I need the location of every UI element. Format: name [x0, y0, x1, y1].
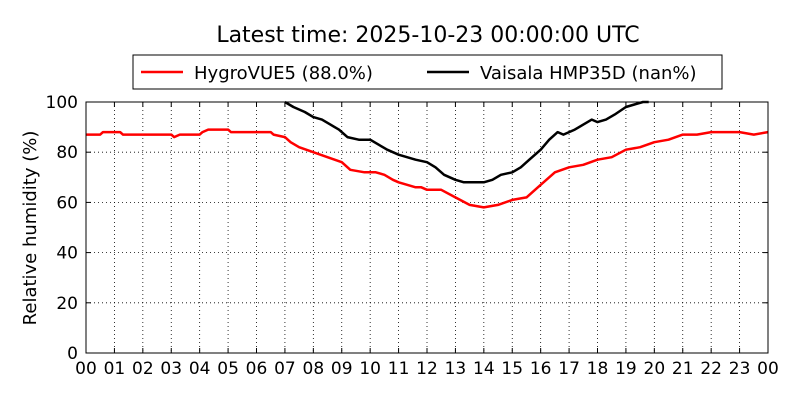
- series-lines: [86, 100, 769, 209]
- x-tick-label: 05: [217, 359, 239, 379]
- x-tick-label: 01: [104, 359, 126, 379]
- x-tick-label: 00: [75, 359, 97, 379]
- y-tick-labels: 0 20 40 60 80 100: [46, 93, 78, 364]
- x-tick-label: 13: [445, 359, 467, 379]
- x-tick-label: 15: [501, 359, 523, 379]
- x-tick-label: 06: [246, 359, 268, 379]
- series-line-1: [284, 100, 649, 184]
- x-tick-label: 20: [644, 359, 666, 379]
- x-tick-label: 18: [587, 359, 609, 379]
- chart-title: Latest time: 2025-10-23 00:00:00 UTC: [216, 23, 639, 48]
- y-tick-label: 100: [46, 93, 78, 113]
- x-tick-label: 08: [303, 359, 325, 379]
- legend-label-hygrovue5: HygroVUE5 (88.0%): [194, 63, 373, 84]
- x-tick-label: 09: [331, 359, 353, 379]
- legend-label-vaisala: Vaisala HMP35D (nan%): [480, 63, 697, 84]
- legend: HygroVUE5 (88.0%) Vaisala HMP35D (nan%): [132, 54, 723, 90]
- x-tick-label: 10: [359, 359, 381, 379]
- grid: [86, 102, 768, 353]
- x-tick-label: 14: [473, 359, 495, 379]
- x-tick-label: 21: [672, 359, 694, 379]
- x-tick-label: 03: [160, 359, 182, 379]
- x-tick-label: 00: [757, 359, 779, 379]
- y-axis-label: Relative humidity (%): [20, 131, 41, 326]
- y-tick-label: 40: [56, 244, 78, 264]
- x-tick-label: 23: [729, 359, 751, 379]
- y-tick-label: 20: [56, 294, 78, 314]
- x-tick-label: 12: [416, 359, 438, 379]
- x-tick-labels: 00 01 02 03 04 05 06 07 08 09 10 11 12 13 14 15 16 17 18 19…: [75, 359, 779, 379]
- y-tick-label: 0: [67, 344, 78, 364]
- x-tick-label: 07: [274, 359, 296, 379]
- plot-frame: [85, 101, 769, 354]
- x-tick-label: 11: [388, 359, 410, 379]
- x-tick-label: 22: [700, 359, 722, 379]
- series-line-0: [86, 128, 769, 209]
- y-tick-label: 60: [56, 193, 78, 213]
- x-tick-label: 04: [189, 359, 211, 379]
- x-tick-label: 17: [558, 359, 580, 379]
- y-tick-label: 80: [56, 143, 78, 163]
- x-tick-marks: [85, 102, 769, 353]
- x-tick-label: 02: [132, 359, 154, 379]
- x-tick-label: 19: [615, 359, 637, 379]
- x-tick-label: 16: [530, 359, 552, 379]
